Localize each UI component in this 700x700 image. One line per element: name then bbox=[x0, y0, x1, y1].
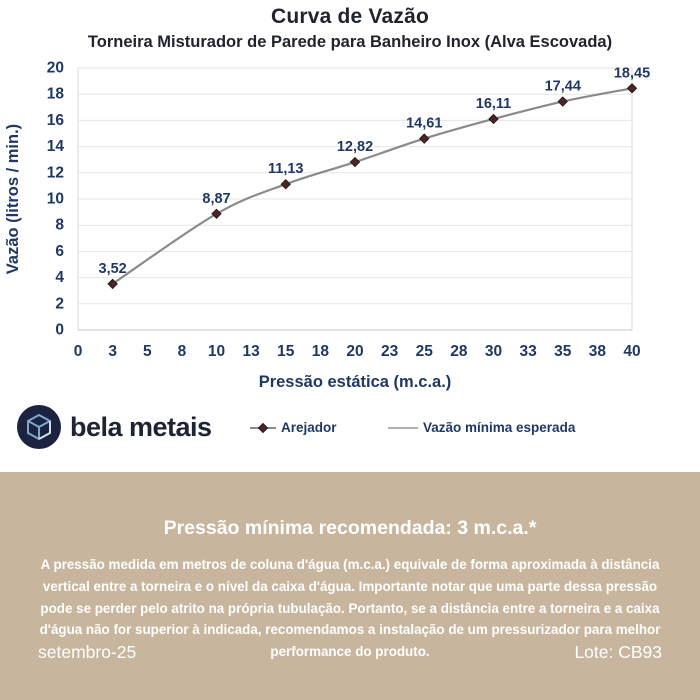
notice-footer: setembro-25 Lote: CB93 bbox=[38, 642, 662, 663]
y-tick-label: 12 bbox=[47, 164, 64, 181]
vazao-minima-legend-marker-icon bbox=[388, 426, 418, 429]
x-tick-label: 5 bbox=[143, 343, 152, 360]
x-tick-label: 35 bbox=[554, 343, 572, 360]
x-tick-label: 25 bbox=[416, 343, 434, 360]
series-line-arejador bbox=[112, 87, 633, 285]
x-tick-label: 18 bbox=[312, 343, 330, 360]
notice-body: A pressão medida em metros de coluna d'á… bbox=[39, 557, 661, 660]
y-tick-label: 10 bbox=[47, 191, 64, 208]
y-tick-label: 18 bbox=[47, 86, 65, 103]
brand-name: bela metais bbox=[70, 411, 212, 442]
x-tick-label: 20 bbox=[346, 343, 363, 360]
y-tick-label: 20 bbox=[47, 60, 64, 77]
data-point-marker bbox=[280, 178, 291, 190]
x-tick-label: 8 bbox=[178, 343, 187, 360]
brand-logo: bela metais bbox=[16, 404, 212, 450]
y-tick-label: 14 bbox=[47, 138, 65, 155]
x-tick-label: 40 bbox=[623, 343, 640, 360]
x-tick-label: 30 bbox=[485, 343, 502, 360]
x-tick-label: 10 bbox=[208, 343, 225, 360]
data-point-label: 3,52 bbox=[99, 261, 127, 277]
y-tick-label: 2 bbox=[55, 295, 64, 312]
x-tick-label: 38 bbox=[589, 343, 607, 360]
x-axis-title: Pressão estática (m.c.a.) bbox=[259, 373, 452, 391]
data-point-label: 12,82 bbox=[337, 139, 373, 155]
data-point-marker bbox=[211, 208, 222, 220]
x-tick-label: 33 bbox=[520, 343, 538, 360]
legend-label-vazao-minima: Vazão mínima esperada bbox=[423, 420, 576, 435]
legend-item-arejador: Arejador bbox=[250, 420, 337, 435]
y-tick-label: 16 bbox=[47, 112, 65, 129]
brand-cube-icon bbox=[17, 405, 61, 449]
data-point-marker bbox=[419, 133, 430, 144]
y-tick-label: 8 bbox=[55, 217, 64, 234]
data-point-label: 16,11 bbox=[476, 96, 512, 112]
data-point-marker bbox=[557, 96, 568, 107]
y-tick-label: 0 bbox=[55, 322, 64, 339]
y-tick-label: 4 bbox=[55, 269, 64, 286]
data-point-label: 18,45 bbox=[614, 65, 650, 81]
y-axis-title: Vazão (litros / min.) bbox=[4, 124, 22, 274]
x-tick-label: 0 bbox=[74, 343, 83, 360]
data-point-label: 11,13 bbox=[268, 161, 304, 177]
x-tick-label: 23 bbox=[381, 343, 399, 360]
notice-date: setembro-25 bbox=[38, 642, 137, 662]
data-point-marker bbox=[349, 156, 361, 168]
arejador-legend-marker-icon bbox=[250, 422, 276, 433]
chart-title: Curva de Vazão bbox=[270, 5, 430, 28]
legend-label-arejador: Arejador bbox=[281, 420, 337, 435]
x-tick-label: 13 bbox=[243, 343, 261, 360]
x-tick-label: 3 bbox=[108, 343, 117, 360]
data-point-marker bbox=[107, 278, 118, 290]
chart-subtitle: Torneira Misturador de Parede para Banhe… bbox=[87, 33, 613, 51]
x-tick-label: 15 bbox=[277, 343, 295, 360]
data-point-label: 17,44 bbox=[545, 79, 581, 95]
legend-item-vazao-minima: Vazão mínima esperada bbox=[388, 420, 575, 435]
data-point-label: 8,87 bbox=[202, 191, 230, 207]
x-tick-label: 28 bbox=[450, 343, 468, 360]
data-point-marker bbox=[488, 113, 499, 125]
notice-panel: Pressão mínima recomendada: 3 m.c.a.* A … bbox=[0, 472, 700, 700]
notice-lot: Lote: CB93 bbox=[574, 642, 662, 662]
data-point-label: 14,61 bbox=[406, 116, 442, 132]
data-point-marker bbox=[626, 83, 638, 94]
notice-heading: Pressão mínima recomendada: 3 m.c.a.* bbox=[163, 517, 537, 539]
y-tick-label: 6 bbox=[55, 243, 64, 260]
